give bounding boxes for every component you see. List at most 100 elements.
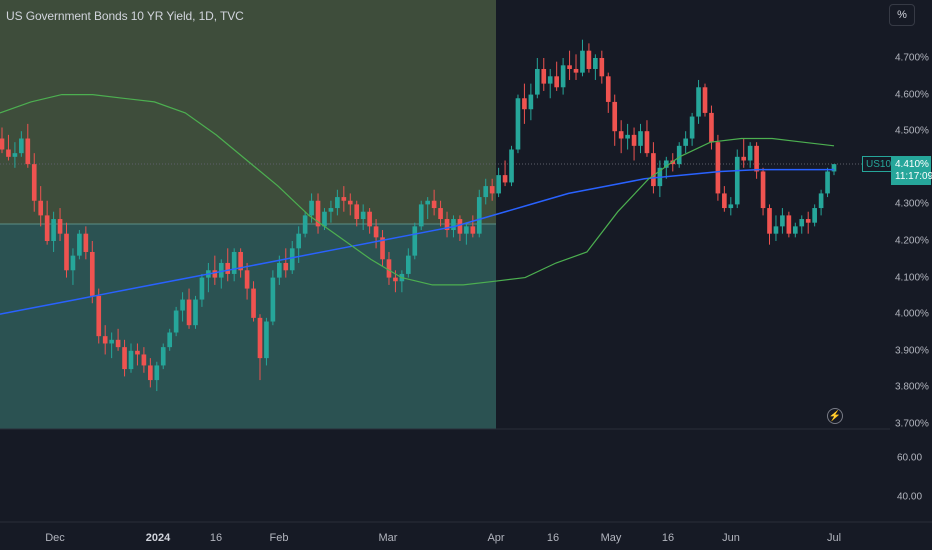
candle-body xyxy=(380,237,385,260)
candle-body xyxy=(509,149,514,183)
time-axis-label: Dec xyxy=(45,532,65,544)
candle-body xyxy=(225,262,231,274)
candle-body xyxy=(193,299,198,326)
candle-body xyxy=(122,347,127,370)
candle-body xyxy=(734,156,740,205)
candle-body xyxy=(560,65,566,88)
candle-body xyxy=(367,211,372,227)
candle-body xyxy=(451,219,456,231)
candle-body xyxy=(567,65,572,69)
candle-body xyxy=(728,204,734,209)
candle-body xyxy=(251,288,256,318)
time-axis-label: Jul xyxy=(826,532,842,544)
candle-body xyxy=(31,164,37,201)
candle-body xyxy=(115,339,121,348)
candle-body xyxy=(393,277,398,282)
candle-body xyxy=(102,336,108,344)
candle-body xyxy=(218,262,224,278)
time-axis-label: May xyxy=(600,532,622,544)
candle-body xyxy=(173,310,179,333)
candle-body xyxy=(270,277,276,322)
candle-body xyxy=(831,164,837,172)
candle-body xyxy=(335,197,340,209)
time-axis-label: 16 xyxy=(661,532,675,544)
lower-pane-axis-label: 40.00 xyxy=(897,491,923,503)
candle-body xyxy=(547,76,553,84)
candle-body xyxy=(341,197,347,201)
candle-body xyxy=(167,332,173,348)
percent-scale-button[interactable]: % xyxy=(889,4,915,26)
candle-body xyxy=(502,175,508,183)
candle-body xyxy=(373,226,379,238)
candle-body xyxy=(541,68,547,84)
candle-body xyxy=(515,98,521,150)
candle-body xyxy=(212,270,218,278)
candle-body xyxy=(44,215,50,241)
candle-body xyxy=(483,186,489,198)
candle-body xyxy=(747,145,753,161)
candle-body xyxy=(522,98,527,110)
candle-body xyxy=(644,131,650,154)
price-axis-label: 3.700% xyxy=(895,418,929,430)
candle-body xyxy=(12,153,18,157)
candle-body xyxy=(96,295,102,337)
candle-body xyxy=(109,339,114,344)
candle-body xyxy=(406,255,411,274)
candle-body xyxy=(70,255,76,271)
candle-body xyxy=(676,145,682,165)
candle-body xyxy=(786,215,792,234)
candle-body xyxy=(586,50,592,69)
candle-body xyxy=(264,321,269,359)
candle-body xyxy=(6,149,11,157)
candle-body xyxy=(741,156,747,161)
last-price-value: 4.410% xyxy=(895,159,929,170)
candle-body xyxy=(580,50,585,73)
candle-body xyxy=(489,186,495,194)
candle-body xyxy=(715,142,721,194)
chart-title: US Government Bonds 10 YR Yield, 1D, TVC xyxy=(6,9,244,23)
candle-body xyxy=(825,171,830,194)
candle-body xyxy=(83,233,89,252)
candle-body xyxy=(64,233,69,271)
time-axis-label: 16 xyxy=(209,532,223,544)
candle-body xyxy=(593,58,598,69)
candle-body xyxy=(199,277,205,300)
candle-body xyxy=(19,138,24,154)
candle-body xyxy=(438,208,443,220)
highlight-zone-top xyxy=(0,0,496,224)
candle-body xyxy=(780,215,785,227)
candle-body xyxy=(25,138,31,165)
candle-body xyxy=(431,200,437,209)
candle-body xyxy=(767,208,772,234)
candle-body xyxy=(148,365,153,381)
price-axis-label: 4.100% xyxy=(895,272,929,284)
candle-body xyxy=(154,365,160,381)
lower-pane-axis-label: 60.00 xyxy=(897,452,923,464)
candle-body xyxy=(244,270,250,289)
lightning-icon[interactable]: ⚡ xyxy=(827,408,843,424)
candle-body xyxy=(799,219,805,227)
candle-body xyxy=(760,171,766,209)
candle-body xyxy=(534,68,540,95)
candle-body xyxy=(612,101,618,132)
candle-body xyxy=(412,226,418,256)
price-axis-label: 4.200% xyxy=(895,235,929,247)
time-axis-label: Feb xyxy=(269,532,289,544)
candle-body xyxy=(573,68,579,73)
candle-body xyxy=(470,226,476,234)
candle-body xyxy=(0,138,5,150)
moving-average-short xyxy=(0,93,835,286)
time-axis-label: Mar xyxy=(378,532,398,544)
candle-body xyxy=(186,299,192,326)
candle-body xyxy=(289,248,295,271)
candle-body xyxy=(425,200,430,205)
candle-body xyxy=(812,208,817,223)
candle-body xyxy=(696,87,701,117)
candle-body xyxy=(638,131,643,146)
candle-body xyxy=(257,317,263,359)
bar-countdown: 11:17:09 xyxy=(895,171,932,182)
candle-body xyxy=(792,226,798,234)
candle-body xyxy=(296,233,302,249)
candle-body xyxy=(818,193,824,209)
